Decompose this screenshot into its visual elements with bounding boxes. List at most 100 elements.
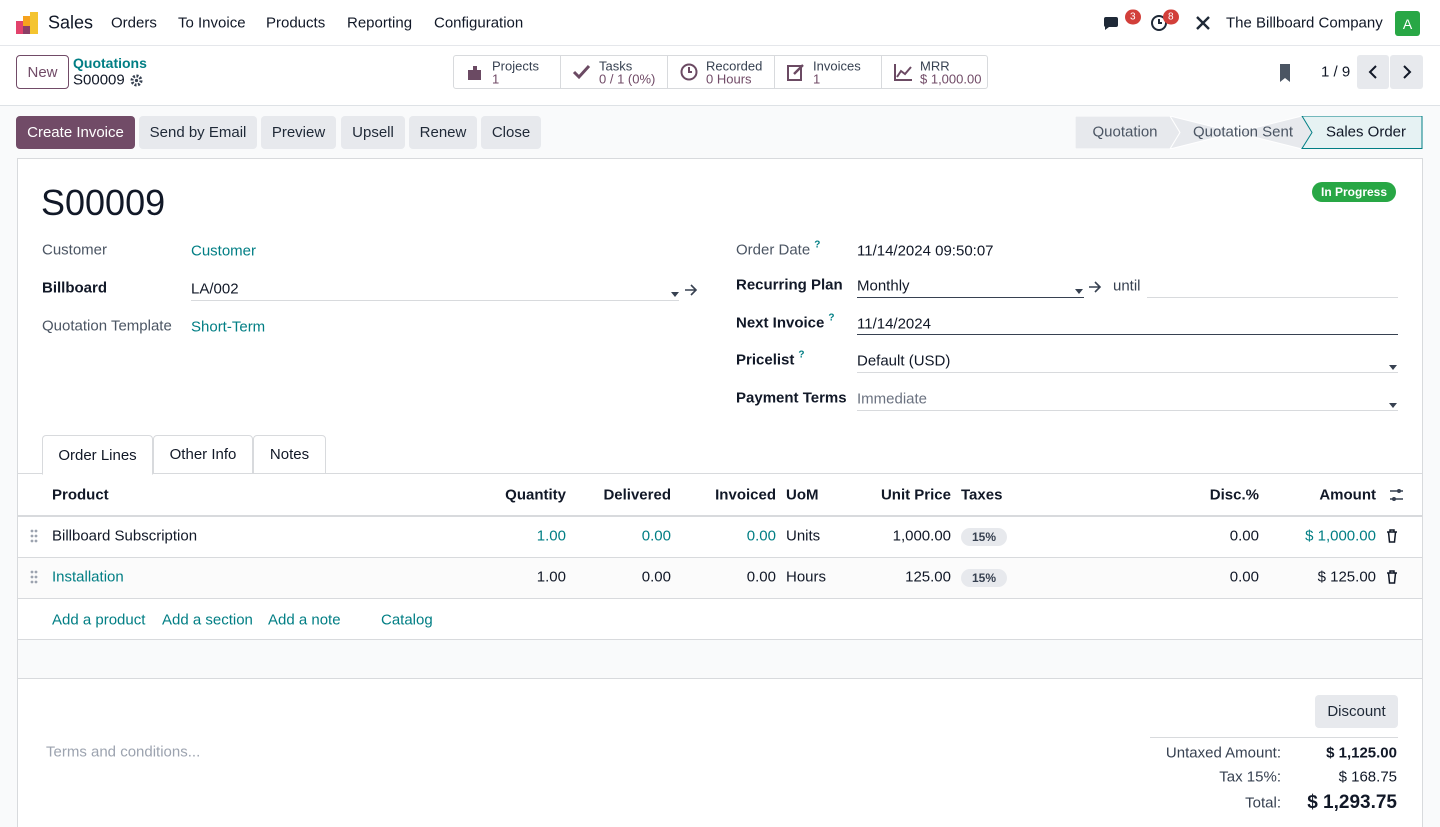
drag-handle[interactable] bbox=[30, 570, 38, 584]
icon-part bbox=[1158, 19, 1162, 24]
smart-button-value: 1 bbox=[492, 71, 500, 87]
column-header[interactable]: Quantity bbox=[505, 486, 566, 504]
order-line-cell[interactable]: Billboard Subscription bbox=[52, 527, 198, 545]
order-line-cell: 0.00 bbox=[1229, 568, 1259, 586]
icon-part bbox=[793, 64, 804, 75]
add-line-link[interactable]: Add a product bbox=[52, 611, 146, 629]
icon-part bbox=[1392, 497, 1396, 501]
notebook-tab[interactable]: Order Lines bbox=[42, 435, 153, 475]
delete-line[interactable] bbox=[1386, 570, 1398, 584]
dropdown-caret bbox=[1388, 358, 1398, 370]
pager-next[interactable] bbox=[1390, 55, 1423, 89]
app-name[interactable]: Sales bbox=[48, 12, 94, 33]
record-gear[interactable] bbox=[130, 74, 143, 87]
total-label: Untaxed Amount: bbox=[1165, 744, 1281, 762]
action-button[interactable]: Send by Email bbox=[139, 116, 257, 149]
icon-part bbox=[1389, 403, 1397, 408]
field-value[interactable]: 11/14/2024 bbox=[857, 315, 931, 333]
statusbar-stage[interactable]: Quotation bbox=[1092, 123, 1158, 141]
row-border bbox=[18, 639, 1422, 640]
icon-part bbox=[34, 580, 38, 584]
add-line-link[interactable]: Add a note bbox=[268, 611, 341, 629]
messages-icon[interactable] bbox=[1102, 14, 1124, 32]
terms-input[interactable]: Terms and conditions... bbox=[46, 743, 201, 761]
optional-columns-toggle[interactable] bbox=[1389, 488, 1404, 502]
help-tooltip[interactable]: ? bbox=[814, 239, 821, 251]
order-line-cell[interactable]: Installation bbox=[52, 568, 124, 586]
notebook-tab[interactable]: Other Info bbox=[153, 435, 253, 474]
add-line-link[interactable]: Catalog bbox=[381, 611, 433, 629]
column-header[interactable]: Invoiced bbox=[715, 486, 776, 504]
menu-item[interactable]: Reporting bbox=[347, 14, 413, 32]
discount-button[interactable]: Discount bbox=[1315, 695, 1398, 728]
order-line-cell: 0.00 bbox=[746, 527, 776, 545]
icon bbox=[1357, 55, 1389, 89]
user-avatar[interactable]: A bbox=[1395, 11, 1420, 36]
column-header[interactable]: Amount bbox=[1319, 486, 1376, 504]
field-underline bbox=[191, 300, 679, 301]
order-line-cell: 15% bbox=[961, 528, 1008, 546]
column-header[interactable]: UoM bbox=[786, 486, 819, 504]
order-line-cell: 1.00 bbox=[536, 568, 566, 586]
field-value[interactable]: LA/002 bbox=[191, 280, 239, 298]
column-header[interactable]: Delivered bbox=[603, 486, 671, 504]
icon-part bbox=[680, 63, 698, 81]
row-border bbox=[18, 678, 1422, 679]
bookmark-icon[interactable] bbox=[1277, 63, 1293, 83]
smart-buttons bbox=[453, 55, 988, 89]
field-value[interactable]: Immediate bbox=[857, 390, 928, 408]
app-logo bbox=[16, 12, 38, 34]
icon-part bbox=[23, 26, 30, 34]
menu-item[interactable]: Orders bbox=[111, 14, 157, 32]
smart-button-label: Recorded bbox=[706, 58, 763, 74]
field-value[interactable]: Short-Term bbox=[191, 318, 266, 336]
icon bbox=[680, 63, 698, 81]
notebook-tab[interactable]: Notes bbox=[253, 435, 326, 474]
field-underline bbox=[857, 297, 1084, 298]
help-tooltip[interactable]: ? bbox=[828, 312, 835, 324]
smart-button-icon bbox=[572, 62, 592, 82]
new-button[interactable]: New bbox=[16, 55, 69, 89]
company-switcher[interactable]: The Billboard Company bbox=[1226, 14, 1383, 32]
action-button[interactable]: Create Invoice bbox=[16, 116, 135, 149]
add-line-link[interactable]: Add a section bbox=[162, 611, 253, 629]
icon bbox=[1075, 289, 1083, 294]
drag-handle[interactable] bbox=[30, 529, 38, 543]
icon-part bbox=[30, 529, 38, 543]
order-line-cell: 0.00 bbox=[1229, 527, 1259, 545]
action-button[interactable]: Renew bbox=[409, 116, 477, 149]
field-value[interactable]: Customer bbox=[191, 242, 257, 260]
order-line-cell: 0.00 bbox=[641, 527, 671, 545]
column-header[interactable]: Unit Price bbox=[880, 486, 951, 504]
action-button[interactable]: Preview bbox=[261, 116, 336, 149]
column-header[interactable]: Product bbox=[52, 486, 109, 504]
icon-part bbox=[468, 66, 481, 80]
debug-tools-icon[interactable] bbox=[1195, 15, 1211, 31]
column-header[interactable]: Taxes bbox=[961, 486, 1003, 504]
statusbar-stage[interactable]: Quotation Sent bbox=[1192, 123, 1294, 141]
menu-item[interactable]: Products bbox=[266, 14, 326, 32]
pager-previous[interactable] bbox=[1357, 55, 1389, 89]
breadcrumb-link[interactable]: Quotations bbox=[73, 55, 147, 71]
field-value[interactable]: Default (USD) bbox=[857, 352, 951, 370]
total-value: $ 1,293.75 bbox=[1307, 792, 1397, 813]
icon-part bbox=[30, 529, 34, 533]
form-sheet bbox=[17, 158, 1423, 827]
internal-link-arrow[interactable] bbox=[1088, 280, 1102, 293]
help-tooltip[interactable]: ? bbox=[798, 349, 805, 361]
statusbar-stage[interactable]: Sales Order bbox=[1325, 123, 1407, 141]
order-line-cell: 15% bbox=[961, 569, 1008, 587]
menu-item[interactable]: To Invoice bbox=[178, 14, 246, 32]
internal-link-arrow[interactable] bbox=[684, 283, 698, 296]
menu-item[interactable]: Configuration bbox=[434, 14, 524, 32]
column-header[interactable]: Disc.% bbox=[1209, 486, 1259, 504]
icon bbox=[1390, 55, 1423, 89]
delete-line[interactable] bbox=[1386, 529, 1398, 543]
action-button[interactable]: Upsell bbox=[341, 116, 405, 149]
action-button[interactable]: Close bbox=[481, 116, 541, 149]
pager-value[interactable]: 1 / 9 bbox=[1321, 63, 1351, 81]
icon-part bbox=[130, 74, 143, 87]
field-value[interactable]: Monthly bbox=[857, 277, 910, 295]
field-underline bbox=[1147, 297, 1398, 298]
icon-part bbox=[134, 78, 139, 83]
